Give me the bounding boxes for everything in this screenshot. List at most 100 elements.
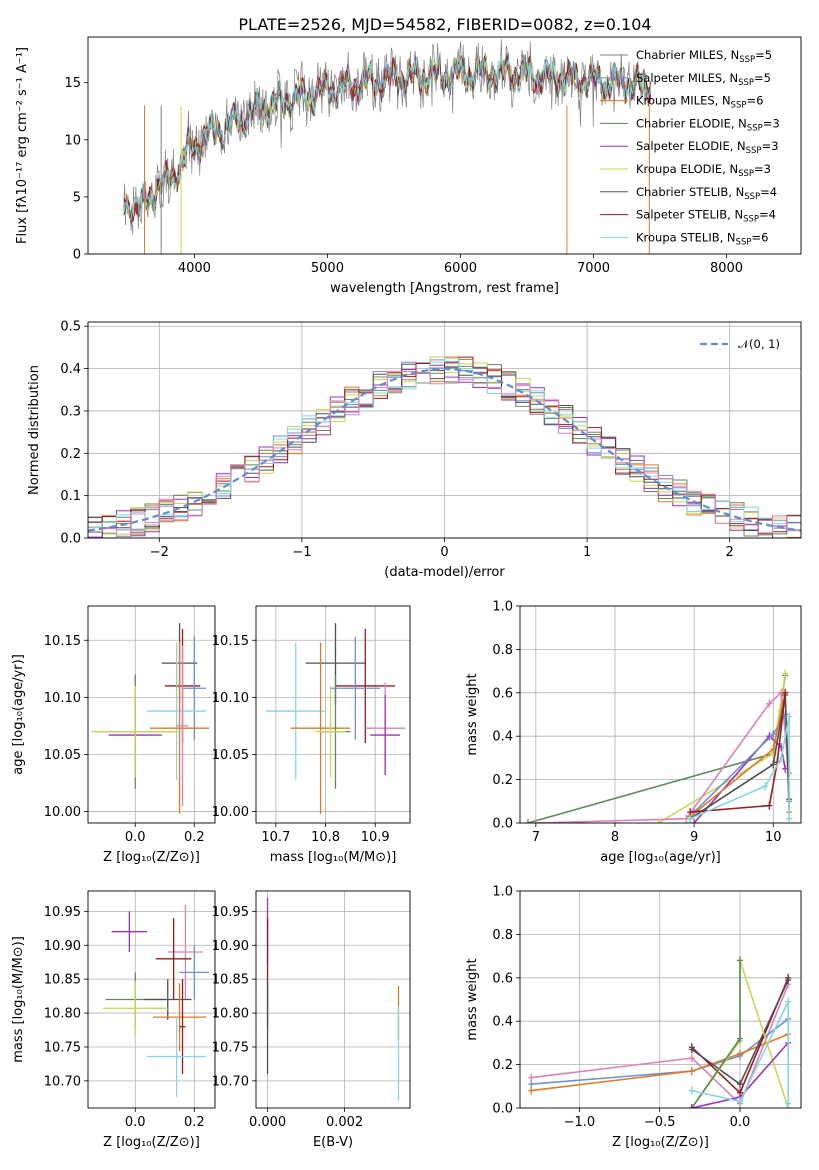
axes-frame xyxy=(87,36,802,255)
axes-frame xyxy=(255,890,411,1109)
y-tick-label: 0.0 xyxy=(492,817,513,832)
chart-mass-vs-EBV: 0.000 0.002 10.70 10.75 10.80 10.85 10.90 10.95… xyxy=(212,890,411,1150)
legend-entry: Chabrier MILES, NSSP=5 xyxy=(636,48,772,65)
y-tick-label: 10.90 xyxy=(212,939,249,954)
x-tick-label: 10 xyxy=(765,830,782,845)
y-tick-label: 0.5 xyxy=(60,320,81,335)
y-tick-label: 10.05 xyxy=(212,748,249,763)
weight-line xyxy=(531,1018,789,1085)
x-tick-label: −2 xyxy=(150,545,169,560)
spectrum-line xyxy=(123,53,652,221)
x-tick-label: 2 xyxy=(726,545,734,560)
x-axis-label: Z [log₁₀(Z/Z⊙)] xyxy=(103,850,200,865)
y-tick-label: 10.90 xyxy=(44,939,81,954)
y-tick-label: 10.80 xyxy=(44,1007,81,1022)
y-tick-label: 0.3 xyxy=(60,404,81,419)
legend-entry: 𝒩(0, 1) xyxy=(738,337,780,351)
axes-frame xyxy=(519,890,802,1109)
x-tick-label: 8000 xyxy=(710,261,743,276)
axes-frame xyxy=(87,890,216,1109)
y-tick-label: 10.10 xyxy=(212,691,249,706)
x-tick-label: 0.0 xyxy=(125,830,146,845)
legend-entry: Chabrier STELIB, NSSP=4 xyxy=(636,185,777,202)
y-axis-label: mass weight xyxy=(465,958,480,1040)
y-tick-label: 0.8 xyxy=(492,928,513,943)
plot-area xyxy=(123,39,652,254)
y-tick-label: 10.95 xyxy=(44,905,81,920)
y-tick-label: 10.00 xyxy=(212,805,249,820)
chart-residuals: −2 −1 0 1 2 0.0 0.1 0.2 0.3 0.4 0.5 (data-model)/er… xyxy=(27,320,802,580)
x-tick-label: 7 xyxy=(532,830,540,845)
y-tick-label: 10.70 xyxy=(212,1074,249,1089)
x-axis-label: age [log₁₀(age/yr)] xyxy=(600,850,721,865)
chart-spectrum: 4000 5000 6000 7000 8000 0 5 10 15 wavelength [An… xyxy=(15,36,802,296)
x-tick-label: 9 xyxy=(690,830,698,845)
y-tick-label: 1.0 xyxy=(492,885,513,900)
legend-entry: Salpeter ELODIE, NSSP=3 xyxy=(636,139,779,156)
weight-line xyxy=(527,675,786,823)
x-tick-label: 10.7 xyxy=(261,830,290,845)
axes-frame xyxy=(519,605,802,824)
x-axis-label: wavelength [Angstrom, rest frame] xyxy=(330,281,559,296)
weight-line xyxy=(658,673,786,823)
axes-frame xyxy=(255,605,411,824)
y-tick-label: 0.2 xyxy=(60,447,81,462)
legend-entry: Kroupa ELODIE, NSSP=3 xyxy=(636,162,771,179)
x-axis-label: mass [log₁₀(M/M⊙)] xyxy=(270,850,397,865)
x-tick-label: 8 xyxy=(611,830,619,845)
y-tick-label: 0.4 xyxy=(492,730,513,745)
x-tick-label: −0.5 xyxy=(644,1115,676,1130)
y-tick-label: 10 xyxy=(64,133,81,148)
x-tick-label: −1 xyxy=(292,545,311,560)
x-axis-label: Z [log₁₀(Z/Z⊙)] xyxy=(612,1135,709,1150)
x-axis-label: (data-model)/error xyxy=(384,565,505,580)
x-tick-label: 0.0 xyxy=(125,1115,146,1130)
y-tick-label: 0 xyxy=(73,248,81,263)
figure-title: PLATE=2526, MJD=54582, FIBERID=0082, z=0… xyxy=(238,15,651,34)
y-tick-label: 0.6 xyxy=(492,686,513,701)
y-tick-label: 10.95 xyxy=(212,905,249,920)
x-tick-label: −1.0 xyxy=(564,1115,596,1130)
x-tick-label: 5000 xyxy=(311,261,344,276)
y-tick-label: 15 xyxy=(64,76,81,91)
histogram-step xyxy=(88,370,801,538)
axes-frame xyxy=(87,321,802,539)
y-tick-label: 10.75 xyxy=(212,1040,249,1055)
y-tick-label: 0.4 xyxy=(60,362,81,377)
y-axis-label: Flux [fλ10⁻¹⁷ erg cm⁻² s⁻¹ A⁻¹] xyxy=(15,47,30,244)
y-tick-label: 0.2 xyxy=(492,773,513,788)
legend-entry: Chabrier ELODIE, NSSP=3 xyxy=(636,116,780,133)
y-axis-label: mass [log₁₀(M/M⊙)] xyxy=(11,936,26,1063)
y-tick-label: 0.0 xyxy=(60,532,81,547)
y-tick-label: 0.8 xyxy=(492,643,513,658)
y-tick-label: 0.4 xyxy=(492,1015,513,1030)
y-axis-label: Normed distribution xyxy=(27,365,42,495)
chart-weight-vs-Z: −1.0 −0.5 0.0 0.0 0.2 0.4 0.6 0.8 1.0 Z [log₁₀(Z/… xyxy=(465,885,802,1150)
legend-entry: Salpeter MILES, NSSP=5 xyxy=(636,71,771,88)
chart-age-vs-Z: 0.0 0.2 10.00 10.05 10.10 10.15 Z [log₁₀(Z/Z⊙)… xyxy=(11,605,216,865)
plot-area xyxy=(265,623,406,814)
y-tick-label: 0.2 xyxy=(492,1058,513,1073)
plot-area xyxy=(528,956,792,1108)
plot-area xyxy=(266,897,400,1102)
y-tick-label: 10.10 xyxy=(44,691,81,706)
y-tick-label: 0.6 xyxy=(492,971,513,986)
x-axis-label: E(B-V) xyxy=(313,1135,353,1150)
x-tick-label: 0.000 xyxy=(249,1115,286,1130)
x-tick-label: 10.9 xyxy=(361,830,390,845)
y-tick-label: 10.80 xyxy=(212,1007,249,1022)
x-tick-label: 0.0 xyxy=(730,1115,751,1130)
y-tick-label: 10.15 xyxy=(44,634,81,649)
x-tick-label: 7000 xyxy=(577,261,610,276)
chart-mass-vs-Z: 0.0 0.2 10.70 10.75 10.80 10.85 10.90 10.95 Z [l… xyxy=(11,890,216,1150)
weight-line xyxy=(690,692,786,813)
y-tick-label: 0.0 xyxy=(492,1102,513,1117)
y-tick-label: 10.70 xyxy=(44,1074,81,1089)
normal-curve xyxy=(88,367,801,532)
x-tick-label: 6000 xyxy=(444,261,477,276)
plot-area xyxy=(102,904,210,1098)
weight-line xyxy=(689,694,790,820)
weight-line xyxy=(531,1033,789,1092)
x-axis-label: Z [log₁₀(Z/Z⊙)] xyxy=(103,1135,200,1150)
